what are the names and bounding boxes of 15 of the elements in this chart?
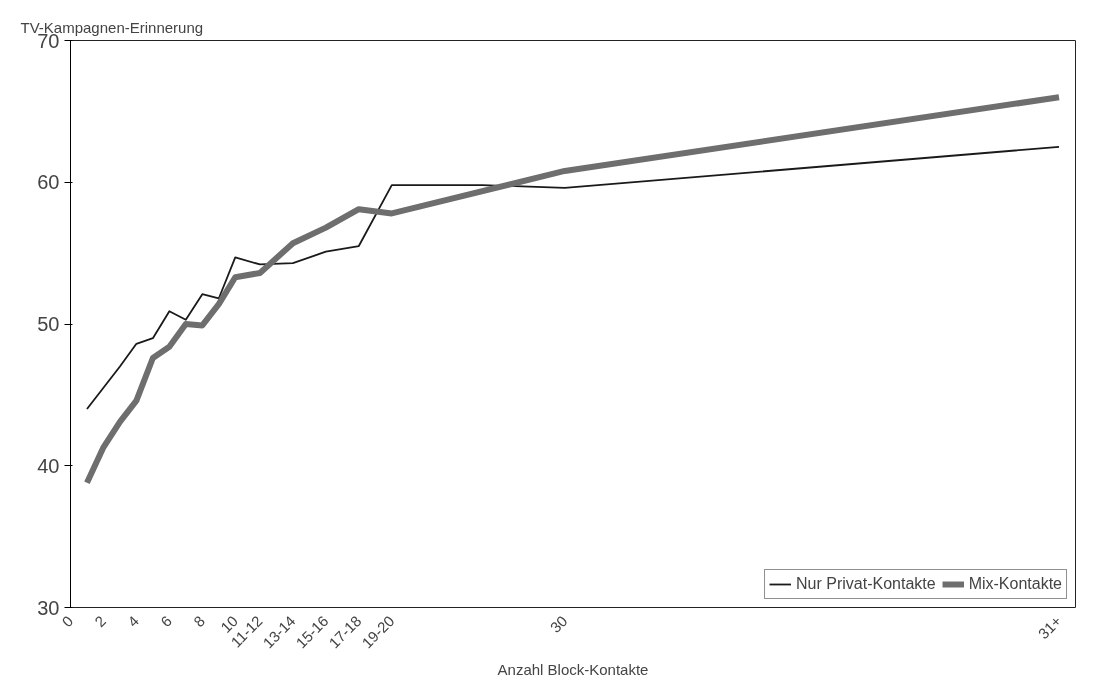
x-tick-label: 31+	[1034, 611, 1065, 643]
x-axis-title: Anzahl Block-Kontakte	[497, 660, 649, 678]
legend-label: Nur Privat-Kontakte	[796, 575, 936, 593]
line-series	[86, 145, 1060, 410]
x-tick-label: 4	[124, 612, 143, 631]
legend-label: Mix-Kontakte	[968, 575, 1062, 593]
y-tick-label: 40	[37, 454, 60, 477]
y-tick-label: 50	[37, 313, 60, 335]
x-tick-label: 8	[190, 612, 208, 631]
y-axis-title: TV-Kampagnen-Erinnerung	[20, 18, 204, 36]
x-tick-label: 2	[91, 612, 110, 631]
x-tick-label: 6	[157, 612, 176, 631]
y-tick-label: 60	[37, 171, 60, 194]
x-tick-label: 0	[58, 612, 77, 631]
x-tick-label: 30	[546, 612, 571, 636]
